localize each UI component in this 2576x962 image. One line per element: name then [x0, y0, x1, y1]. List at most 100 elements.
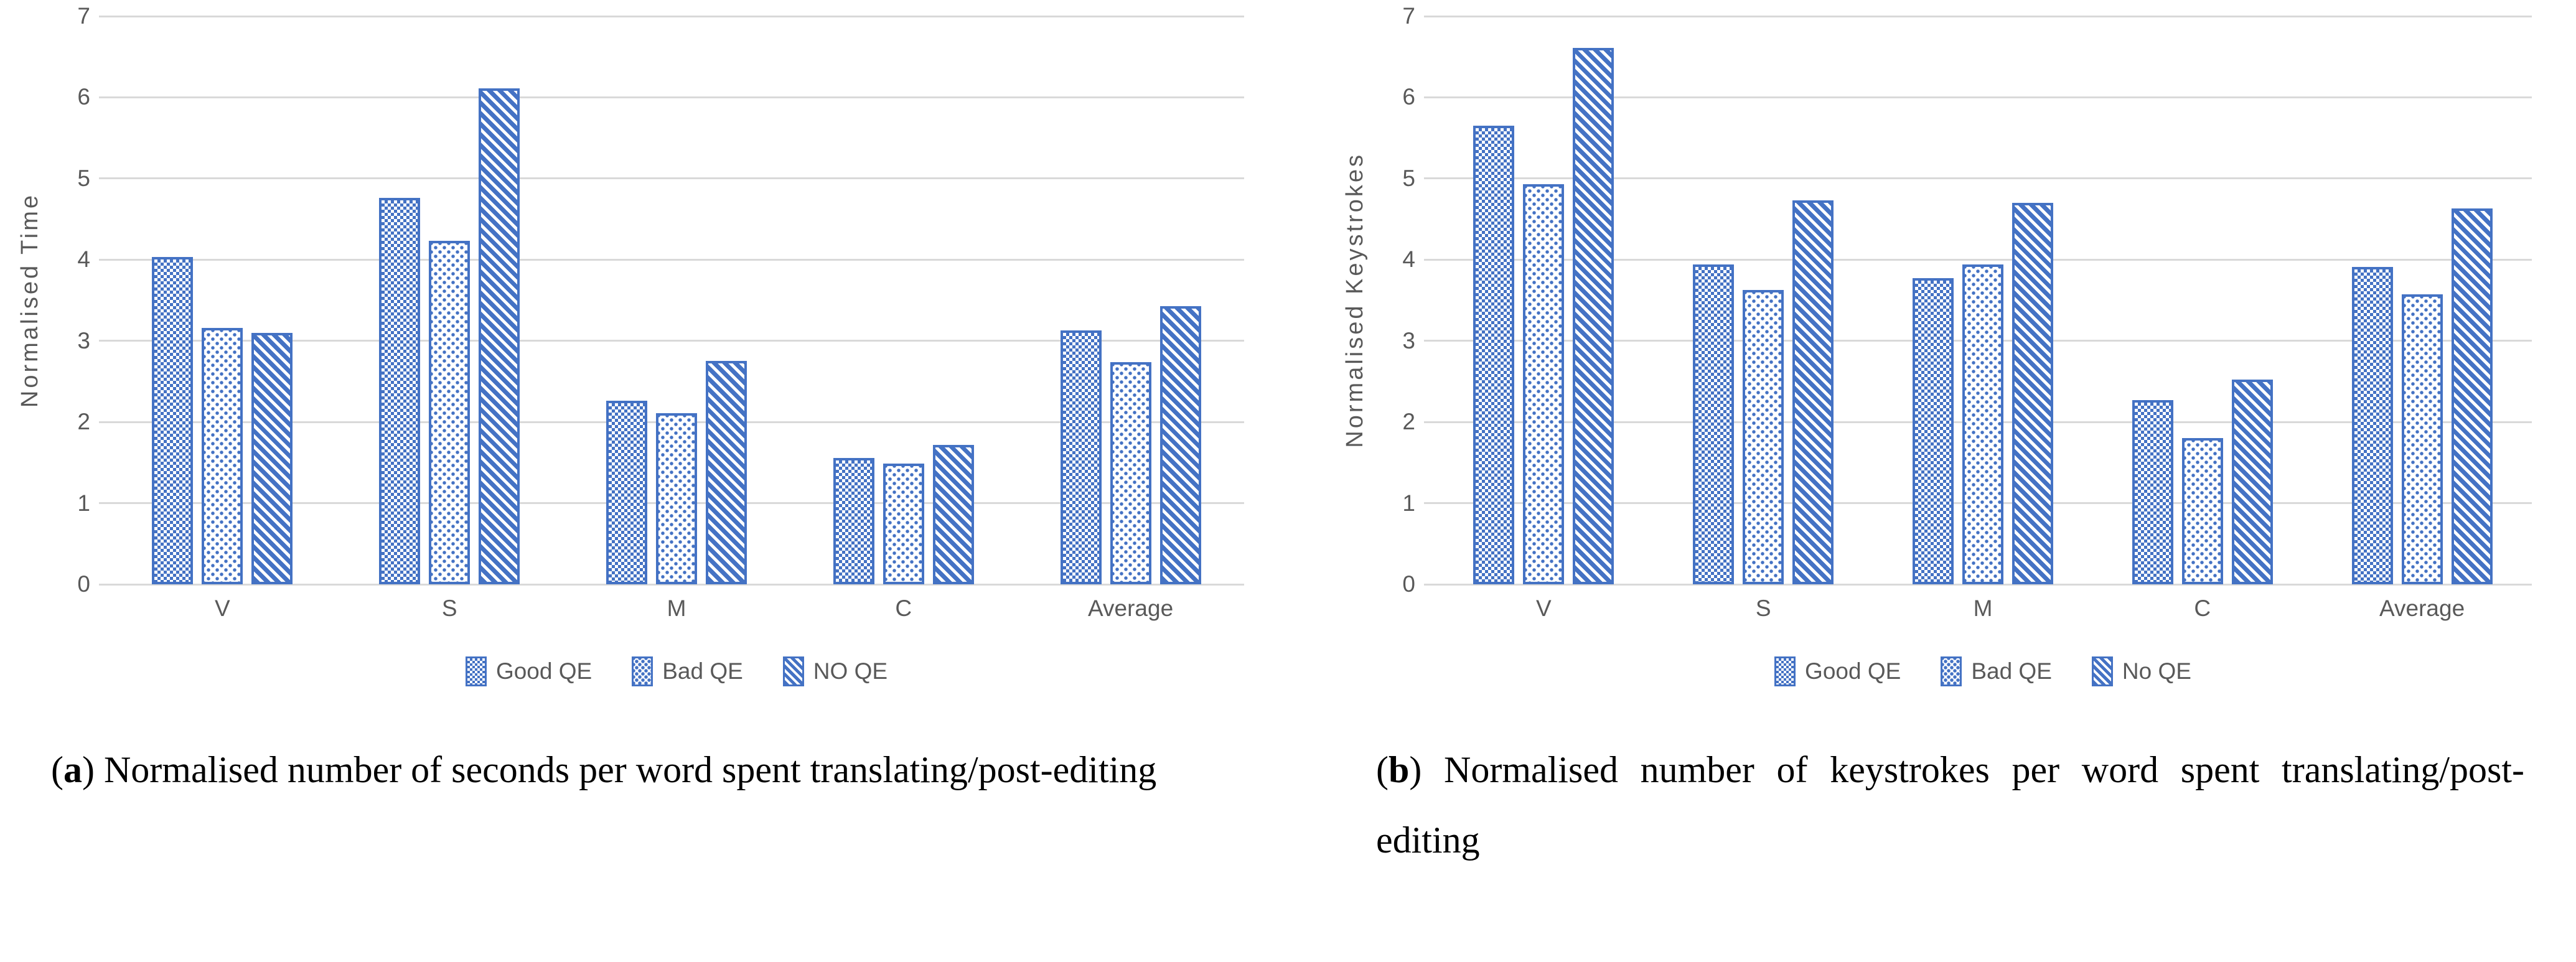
x-labels: V S M C Average: [1434, 595, 2532, 622]
bar-no-qe-c: [932, 444, 974, 584]
legend-swatch-diagonal-stripes-icon: [782, 656, 804, 686]
figure-row: Normalised Time 0 1 2 3 4 5 6 7 V S M C Average Goo…: [0, 3, 2575, 876]
bar-no-qe-average: [1159, 306, 1201, 584]
category-group-v: [109, 16, 336, 584]
caption-letter: b: [1388, 749, 1410, 790]
figure-caption-b: (b) Normalised number of keystrokes per …: [1376, 735, 2524, 876]
bar-no-qe-s: [479, 88, 520, 584]
caption-paren-close: ): [82, 749, 95, 790]
y-axis-title: Normalised Time: [16, 192, 43, 408]
bar-bad-qe-m: [1962, 264, 2003, 584]
bar-bad-qe-s: [1743, 289, 1784, 584]
bar-no-qe-v: [1573, 47, 1614, 584]
figure-a: Normalised Time 0 1 2 3 4 5 6 7 V S M C Average Goo…: [0, 3, 1288, 805]
legend-item: Good QE: [465, 656, 592, 686]
x-category-label-average: Average: [1088, 595, 1174, 621]
plot-area: 0 1 2 3 4 5 6 7: [1402, 3, 2532, 597]
legend-label: Bad QE: [662, 658, 743, 684]
plot-area: 0 1 2 3 4 5 6 7: [77, 3, 1244, 597]
x-labels: V S M C Average: [109, 595, 1244, 622]
y-tick-label: 5: [1402, 165, 1415, 191]
legend-item: Bad QE: [1941, 656, 2052, 686]
y-tick-label: 7: [1402, 3, 1415, 29]
gridline: [99, 177, 1244, 180]
bar-good-qe-m: [606, 401, 647, 584]
bar-bad-qe-v: [1523, 184, 1565, 584]
chart-b: Normalised Keystrokes 0 1 2 3 4 5 6 7 V S M C Avera…: [1325, 3, 2575, 686]
y-tick-label: 6: [1402, 84, 1415, 110]
gridline: [1424, 15, 2532, 17]
legend-swatch-dots-icon: [1941, 656, 1962, 686]
bar-good-qe-c: [2132, 399, 2173, 584]
bar-good-qe-s: [379, 198, 421, 584]
figure-caption-a: (a) Normalised number of seconds per wor…: [51, 735, 1199, 805]
category-group-s: [336, 16, 563, 584]
y-tick-label: 7: [77, 3, 90, 29]
bar-no-qe-m: [705, 361, 747, 584]
bar-no-qe-c: [2231, 380, 2273, 584]
gridline: [1424, 177, 2532, 180]
bar-bad-qe-c: [2181, 438, 2223, 584]
bar-no-qe-s: [1792, 200, 1834, 584]
bar-good-qe-c: [833, 457, 874, 584]
gridline: [99, 340, 1244, 342]
category-group-average: [2312, 16, 2532, 584]
legend-label: Bad QE: [1971, 658, 2052, 684]
x-category-label-m: M: [1973, 595, 1993, 621]
caption-text: Normalised number of seconds per word sp…: [103, 749, 1157, 790]
bar-bad-qe-s: [429, 241, 471, 584]
category-group-m: [1873, 16, 2093, 584]
legend-swatch-checkerboard-icon: [465, 656, 487, 686]
y-tick-label: 2: [77, 409, 90, 435]
legend: Good QE Bad QE No QE: [1434, 656, 2532, 686]
chart-a: Normalised Time 0 1 2 3 4 5 6 7 V S M C Average Goo…: [0, 3, 1288, 686]
gridline: [99, 15, 1244, 17]
bar-good-qe-m: [1912, 278, 1954, 584]
x-category-label-v: V: [215, 595, 230, 621]
y-tick-label: 2: [1402, 409, 1415, 435]
category-group-c: [790, 16, 1017, 584]
legend-swatch-checkerboard-icon: [1774, 656, 1796, 686]
gridline: [99, 583, 1244, 586]
caption-text: Normalised number of keystrokes per word…: [1376, 749, 2524, 861]
y-tick-label: 1: [77, 490, 90, 516]
bar-good-qe-average: [2351, 267, 2393, 584]
category-group-s: [1654, 16, 1873, 584]
y-tick-label: 3: [1402, 327, 1415, 353]
caption-paren-open: (: [1376, 749, 1389, 790]
bar-good-qe-v: [152, 257, 194, 584]
x-category-label-c: C: [895, 595, 912, 621]
bar-no-qe-v: [251, 332, 293, 584]
bar-bad-qe-c: [883, 463, 924, 584]
gridline: [1424, 583, 2532, 586]
x-category-label-c: C: [2194, 595, 2211, 621]
bar-no-qe-m: [2012, 203, 2053, 584]
category-group-v: [1434, 16, 1654, 584]
bar-bad-qe-average: [2401, 294, 2443, 584]
y-tick-label: 4: [1402, 246, 1415, 273]
legend-label: Good QE: [495, 658, 592, 684]
legend-item: No QE: [2091, 656, 2191, 686]
category-group-average: [1017, 16, 1244, 584]
legend-swatch-dots-icon: [632, 656, 653, 686]
legend-item: Bad QE: [632, 656, 743, 686]
y-axis-title: Normalised Keystrokes: [1341, 152, 1368, 448]
caption-paren-close: ): [1409, 749, 1422, 790]
bar-bad-qe-m: [655, 413, 697, 584]
bar-bad-qe-average: [1110, 362, 1151, 584]
y-tick-label: 3: [77, 327, 90, 353]
y-tick-label: 6: [77, 84, 90, 110]
y-tick-label: 4: [77, 246, 90, 273]
legend-label: Good QE: [1805, 658, 1901, 684]
y-tick-label: 5: [77, 165, 90, 191]
x-category-label-m: M: [667, 595, 686, 621]
x-category-label-s: S: [1755, 595, 1771, 621]
caption-marker: (b): [1376, 749, 1421, 790]
y-tick-label: 0: [77, 571, 90, 597]
caption-paren-open: (: [51, 749, 63, 790]
bar-bad-qe-v: [202, 327, 243, 584]
legend: Good QE Bad QE NO QE: [109, 656, 1244, 686]
x-category-label-s: S: [441, 595, 457, 621]
y-tick-label: 1: [1402, 490, 1415, 516]
bar-good-qe-average: [1060, 330, 1102, 584]
